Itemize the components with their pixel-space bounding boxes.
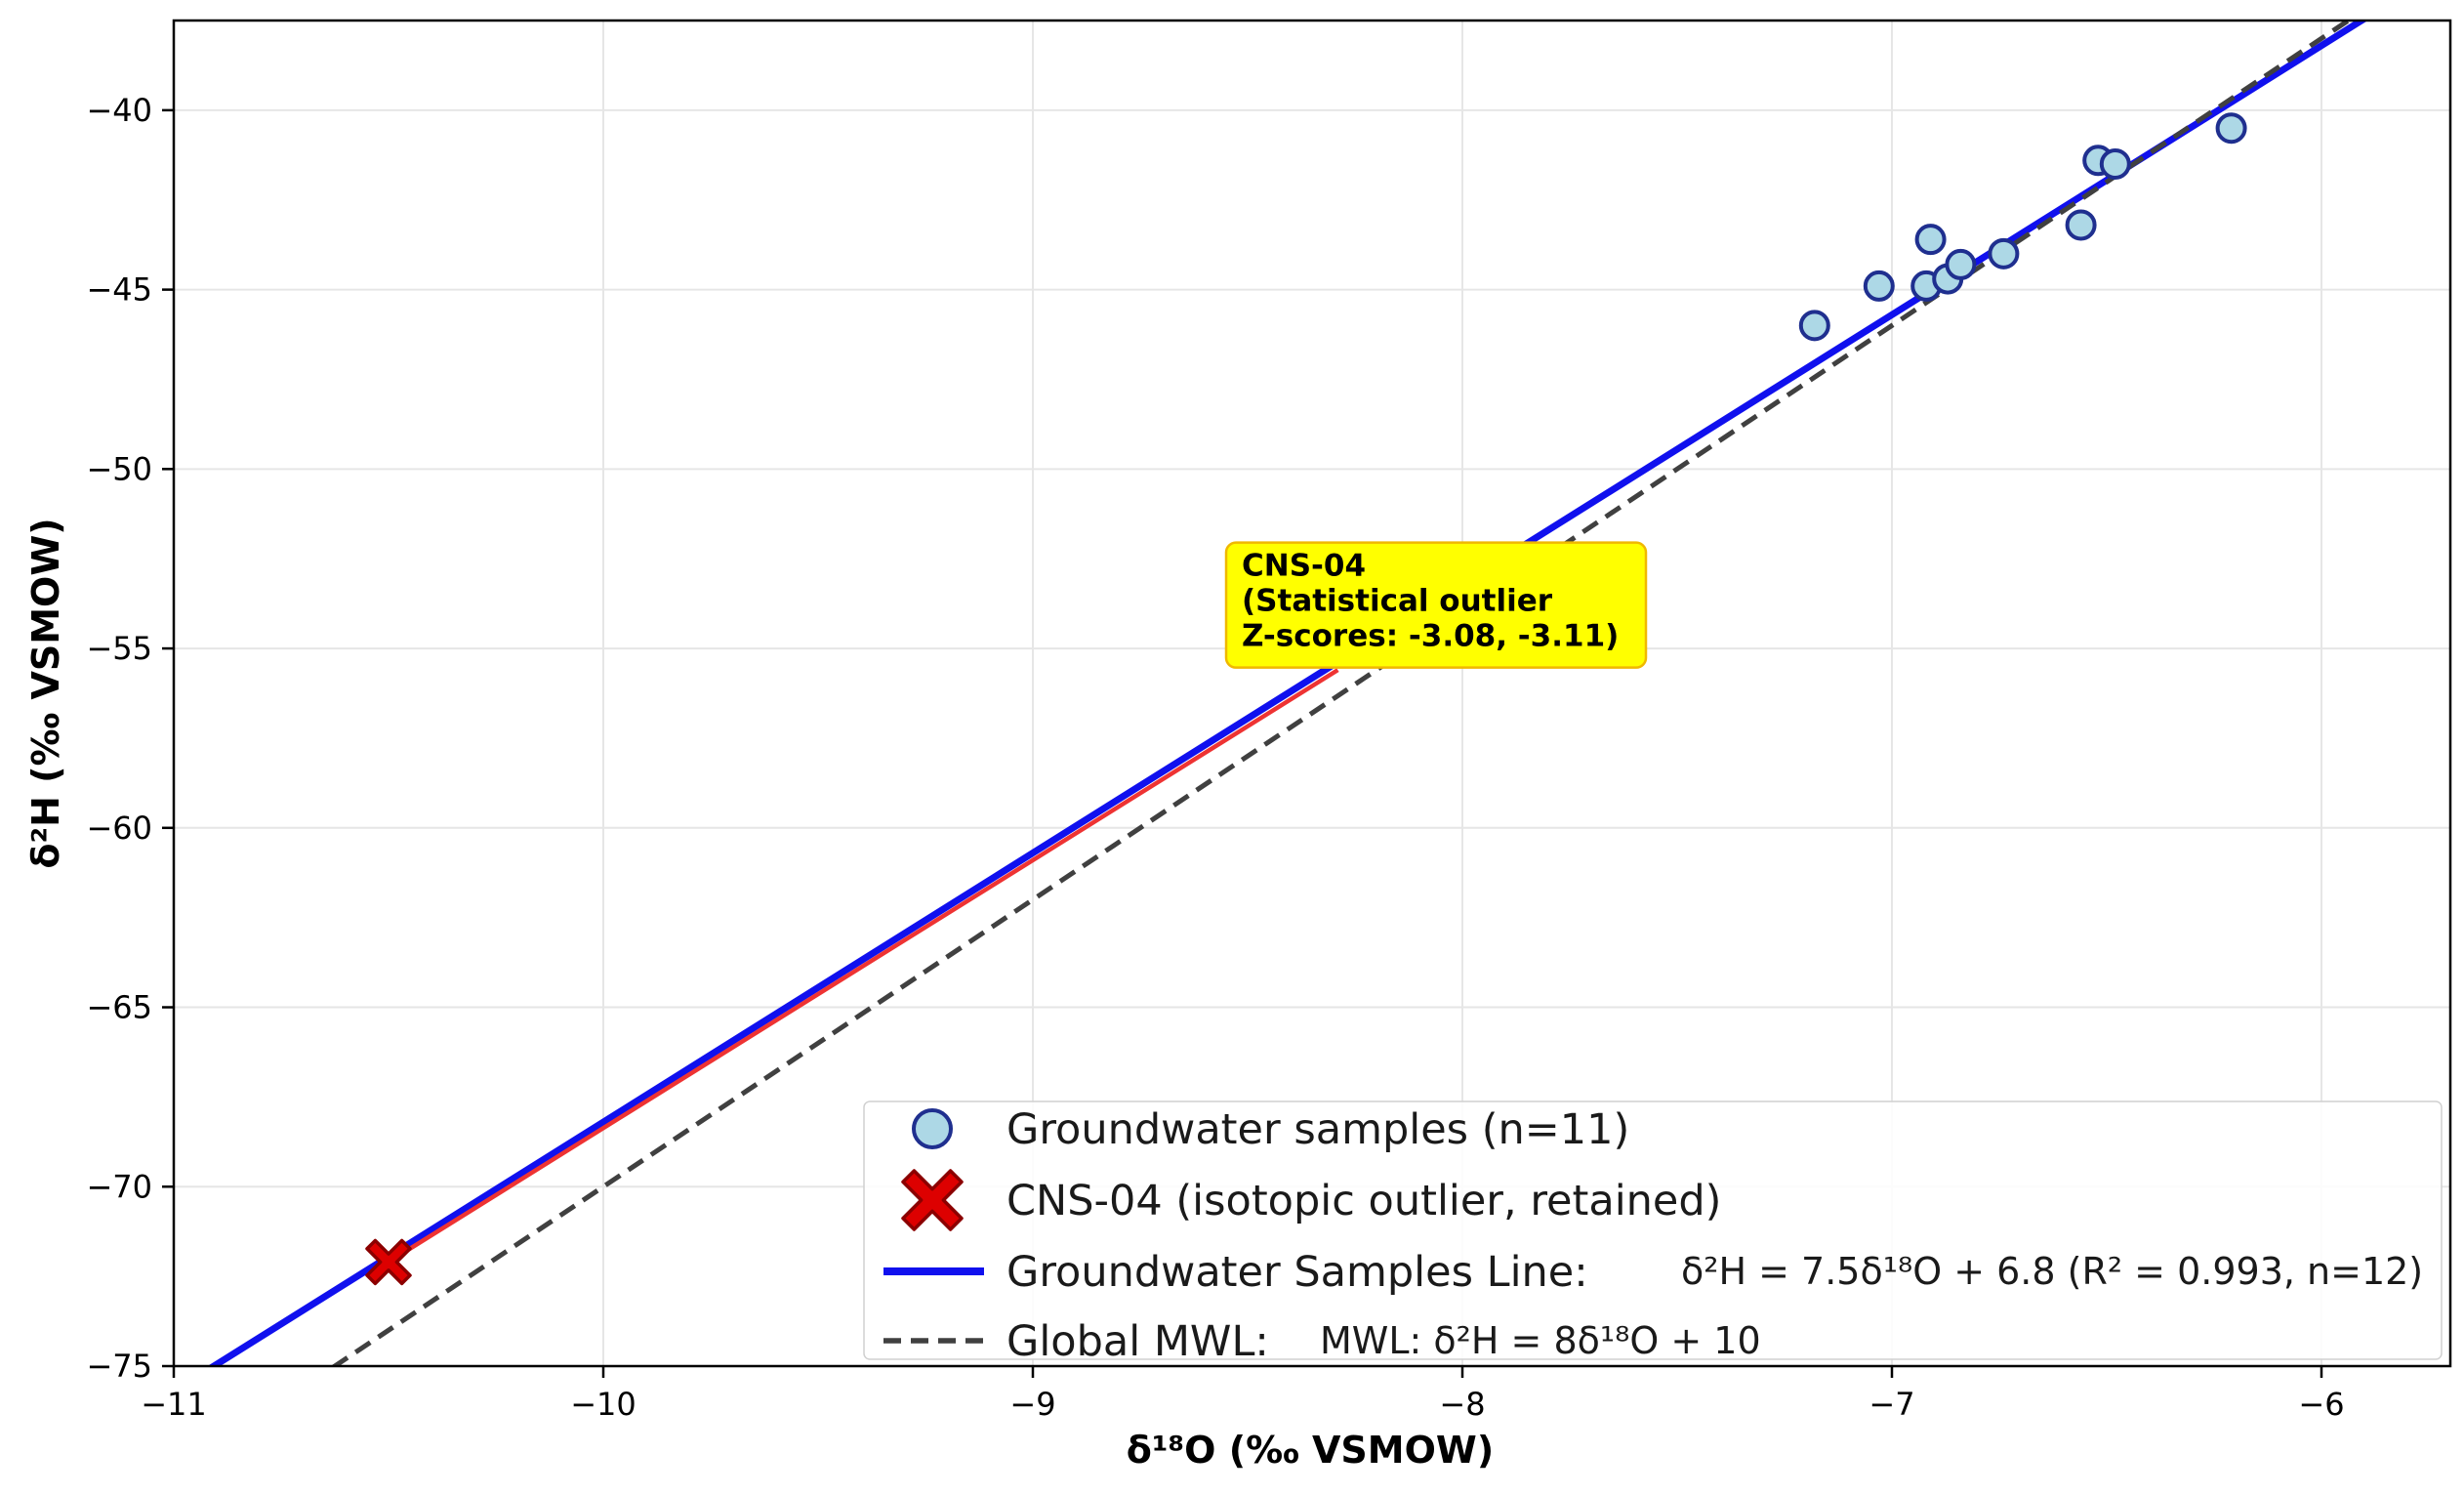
- groundwater-sample-point: [1798, 310, 1830, 342]
- annotation-text-line: (Statistical outlier: [1242, 584, 1553, 619]
- x-axis-ticks: −11 −10 −9 −8 −7 −6: [141, 1366, 2345, 1423]
- y-tick-label: −60: [86, 810, 152, 847]
- groundwater-sample-point: [1863, 270, 1895, 302]
- x-tick-label: −6: [2298, 1386, 2344, 1423]
- regression-lines: [207, 21, 2368, 1366]
- y-tick-label: −75: [86, 1348, 152, 1385]
- y-tick-label: −65: [86, 989, 152, 1026]
- annotation-text-line: Z-scores: -3.08, -3.11): [1242, 619, 1619, 654]
- annotation-arrow-line: [387, 668, 1339, 1265]
- groundwater-sample-point: [1945, 248, 1977, 280]
- x-tick-label: −7: [1869, 1386, 1914, 1423]
- groundwater-sample-point: [2099, 147, 2131, 180]
- groundwater-sample-point: [1914, 224, 1947, 256]
- annotation-text-line: CNS-04: [1242, 549, 1366, 584]
- y-tick-label: −70: [86, 1168, 152, 1205]
- outlier-point: [365, 1238, 412, 1286]
- groundwater-sample-point: [1988, 237, 2020, 270]
- equation-label-global-mwl: MWL: δ²H = 8δ¹⁸O + 10: [1320, 1319, 1761, 1362]
- data-points: [365, 112, 2247, 1286]
- y-axis-ticks: −75 −70 −65 −60 −55 −50 −45 −40: [86, 92, 174, 1385]
- legend-label: Global MWL:: [1006, 1317, 1269, 1366]
- legend: Groundwater samples (n=11) CNS-04 (isotop…: [863, 1100, 2443, 1366]
- groundwater-sample-point: [2215, 112, 2247, 145]
- x-tick-label: −11: [141, 1386, 207, 1423]
- x-tick-label: −9: [1009, 1386, 1055, 1423]
- y-tick-label: −55: [86, 630, 152, 667]
- legend-handle-groundwater: [912, 1108, 953, 1149]
- plot-frame: [172, 19, 2452, 1368]
- legend-label: CNS-04 (isotopic outlier, retained): [1006, 1177, 1721, 1225]
- groundwater-sample-point: [2065, 209, 2097, 241]
- legend-box: [863, 1100, 2443, 1360]
- x-axis-label: δ¹⁸O (‰ VSMOW): [1127, 1429, 1494, 1472]
- y-tick-label: −40: [86, 92, 152, 129]
- x-tick-label: −8: [1439, 1386, 1485, 1423]
- annotation-box-bg: [1224, 541, 1648, 669]
- legend-label: Groundwater Samples Line:: [1006, 1248, 1588, 1297]
- annotation-arrow: [387, 668, 1339, 1265]
- legend-handle-outlier: [901, 1169, 964, 1231]
- legend-label: Groundwater samples (n=11): [1006, 1105, 1629, 1154]
- y-tick-label: −45: [86, 271, 152, 309]
- global-mwl-line: [330, 21, 2354, 1366]
- y-tick-label: −50: [86, 450, 152, 487]
- y-axis-label: δ²H (‰ VSMOW): [24, 518, 67, 868]
- equation-label-groundwater: δ²H = 7.5δ¹⁸O + 6.8 (R² = 0.993, n=12): [1681, 1250, 2423, 1293]
- x-tick-label: −10: [570, 1386, 637, 1423]
- groundwater-samples-line: [207, 21, 2368, 1366]
